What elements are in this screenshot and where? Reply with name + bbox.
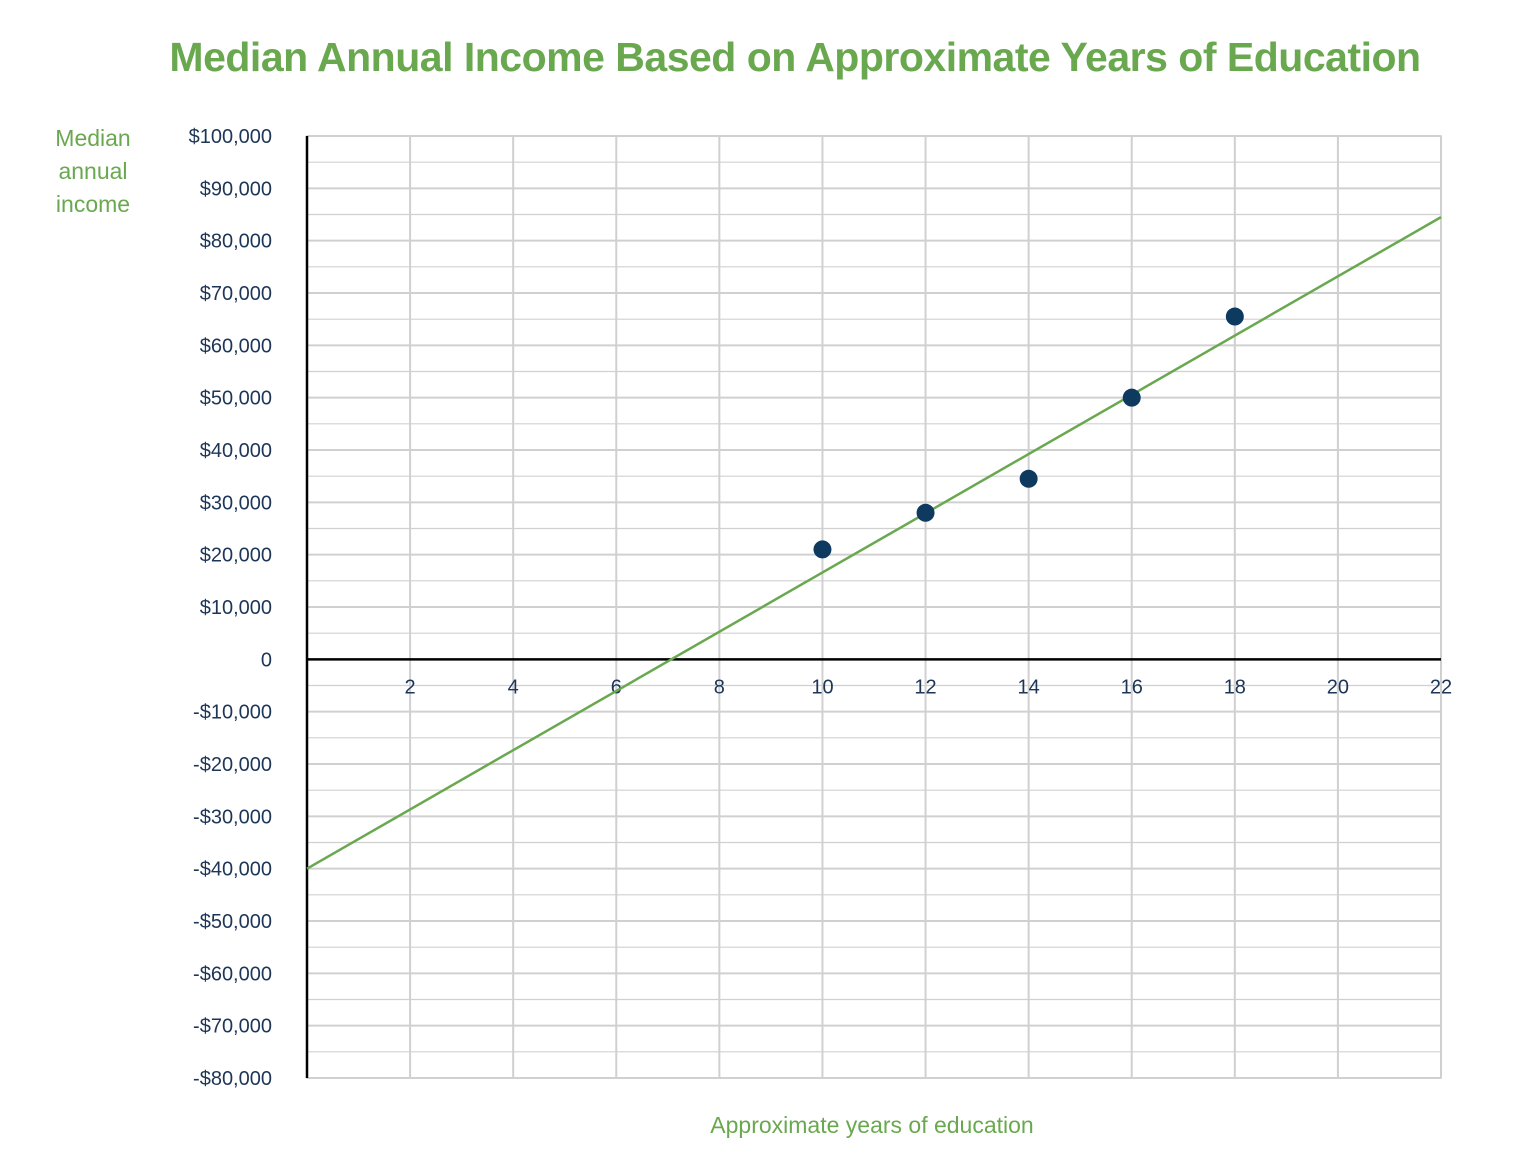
x-tick-label: 8 — [714, 676, 725, 698]
y-tick-label: $30,000 — [200, 492, 272, 514]
y-tick-label: -$60,000 — [193, 963, 272, 985]
x-tick-label: 16 — [1121, 676, 1143, 698]
y-tick-label: $60,000 — [200, 335, 272, 357]
data-point — [813, 540, 832, 559]
y-tick-label: -$20,000 — [193, 754, 272, 776]
data-point — [916, 503, 935, 522]
y-tick-label: -$30,000 — [193, 806, 272, 828]
y-tick-label: $100,000 — [189, 126, 272, 148]
y-tick-label: $40,000 — [200, 440, 272, 462]
x-tick-label: 14 — [1018, 676, 1040, 698]
x-tick-label: 6 — [611, 676, 622, 698]
y-tick-label: $80,000 — [200, 231, 272, 253]
y-axis-title-line: income — [55, 191, 131, 217]
y-tick-label: -$40,000 — [193, 859, 272, 881]
x-tick-label: 12 — [914, 676, 936, 698]
x-tick-label: 20 — [1327, 676, 1349, 698]
y-tick-label: $70,000 — [200, 283, 272, 305]
x-tick-label: 22 — [1430, 676, 1452, 698]
y-tick-label: -$80,000 — [193, 1068, 272, 1090]
x-axis-title: Approximate years of education — [710, 1112, 1034, 1138]
y-tick-label: -$50,000 — [193, 911, 272, 933]
y-tick-label: 0 — [261, 649, 272, 671]
y-tick-label: -$70,000 — [193, 1016, 272, 1038]
data-point — [1019, 469, 1038, 488]
x-tick-label: 10 — [811, 676, 833, 698]
y-axis-title-line: Median — [55, 125, 131, 151]
y-tick-label: $50,000 — [200, 388, 272, 410]
x-tick-label: 2 — [405, 676, 416, 698]
y-tick-label: $90,000 — [200, 178, 272, 200]
data-point — [1122, 388, 1141, 407]
y-axis-title-line: annual — [58, 158, 128, 184]
y-axis-title: Median annual income — [38, 122, 148, 221]
trend-line — [306, 216, 1442, 870]
y-tick-label: -$10,000 — [193, 702, 272, 724]
data-point — [1225, 307, 1244, 326]
chart-title: Median Annual Income Based on Approximat… — [169, 34, 1421, 80]
y-tick-label: $10,000 — [200, 597, 272, 619]
x-tick-label: 18 — [1224, 676, 1246, 698]
x-tick-label: 4 — [508, 676, 519, 698]
y-tick-label: $20,000 — [200, 545, 272, 567]
